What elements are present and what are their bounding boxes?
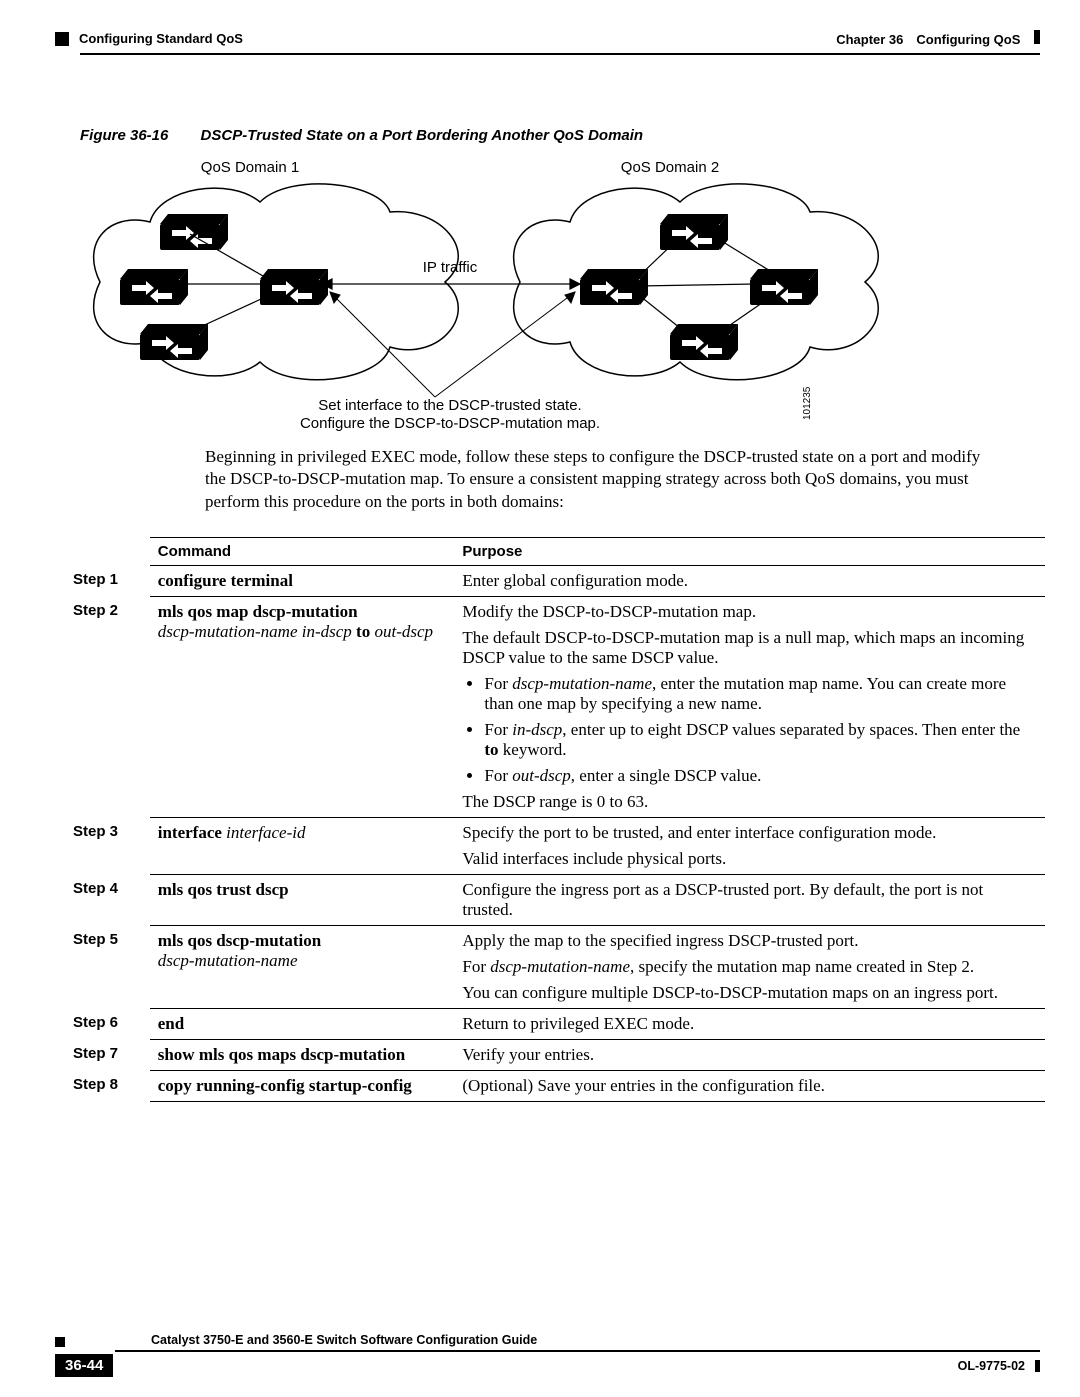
purpose-bullet: For out-dscp, enter a single DSCP value. <box>484 766 1037 786</box>
domain1-label: QoS Domain 1 <box>201 159 299 176</box>
command-arg: dscp-mutation-name in-dscp <box>158 622 352 641</box>
command-kw: to <box>356 622 370 641</box>
col-purpose: Purpose <box>454 538 1045 566</box>
command-text: show mls qos maps dscp-mutation <box>158 1045 406 1064</box>
doc-id: OL-9775-02 <box>958 1359 1025 1373</box>
command-text: mls qos dscp-mutation <box>158 931 321 950</box>
header-bar-icon <box>1034 30 1040 44</box>
purpose-text: The default DSCP-to-DSCP-mutation map is… <box>462 628 1037 668</box>
purpose-text: Verify your entries. <box>462 1045 1037 1065</box>
switch-icon <box>660 214 728 250</box>
switch-icon <box>260 269 328 305</box>
purpose-text: Valid interfaces include physical ports. <box>462 849 1037 869</box>
purpose-text: Enter global configuration mode. <box>462 571 1037 591</box>
table-row: Step 7 show mls qos maps dscp-mutation V… <box>65 1040 1045 1071</box>
command-text: mls qos trust dscp <box>158 880 289 899</box>
command-text: copy running-config startup-config <box>158 1076 412 1095</box>
step-label: Step 7 <box>65 1040 150 1071</box>
purpose-bullet: For dscp-mutation-name, enter the mutati… <box>484 674 1037 714</box>
command-arg: dscp-mutation-name <box>158 951 298 970</box>
table-row: Step 4 mls qos trust dscp Configure the … <box>65 875 1045 926</box>
header-chapter: Chapter 36 Configuring QoS <box>836 32 1020 47</box>
step-label: Step 5 <box>65 926 150 1009</box>
ip-traffic-label: IP traffic <box>423 259 478 276</box>
switch-icon <box>580 269 648 305</box>
steps-table: Command Purpose Step 1 configure termina… <box>65 537 1045 1102</box>
table-row: Step 8 copy running-config startup-confi… <box>65 1071 1045 1102</box>
step-label: Step 3 <box>65 818 150 875</box>
page-footer: Catalyst 3750-E and 3560-E Switch Softwa… <box>55 1333 1040 1377</box>
purpose-bullet: For in-dscp, enter up to eight DSCP valu… <box>484 720 1037 760</box>
domain2-label: QoS Domain 2 <box>621 159 719 176</box>
diagram: QoS Domain 1 QoS Domain 2 <box>80 152 1040 432</box>
step-label: Step 8 <box>65 1071 150 1102</box>
figure-number: Figure 36-16 <box>80 127 168 144</box>
purpose-text: Modify the DSCP-to-DSCP-mutation map. <box>462 602 1037 622</box>
figure-side-id: 101235 <box>802 386 813 420</box>
table-row: Step 1 configure terminal Enter global c… <box>65 566 1045 597</box>
footer-guide-title: Catalyst 3750-E and 3560-E Switch Softwa… <box>151 1333 537 1347</box>
page-number: 36-44 <box>55 1354 113 1377</box>
switch-icon <box>140 324 208 360</box>
step-label: Step 4 <box>65 875 150 926</box>
purpose-text: Specify the port to be trusted, and ente… <box>462 823 1037 843</box>
header-section: Configuring Standard QoS <box>79 31 243 46</box>
footer-bar-icon <box>1035 1360 1040 1372</box>
figure-title: DSCP-Trusted State on a Port Bordering A… <box>201 127 644 144</box>
step-label: Step 1 <box>65 566 150 597</box>
footer-square-icon <box>55 1337 65 1347</box>
purpose-text: You can configure multiple DSCP-to-DSCP-… <box>462 983 1037 1003</box>
callout-line1: Set interface to the DSCP-trusted state. <box>318 397 581 414</box>
table-row: Step 3 interface interface-id Specify th… <box>65 818 1045 875</box>
command-text: mls qos map dscp-mutation <box>158 602 358 621</box>
purpose-text: Return to privileged EXEC mode. <box>462 1014 1037 1034</box>
figure-caption: Figure 36-16 DSCP-Trusted State on a Por… <box>80 127 1040 144</box>
callout-line2: Configure the DSCP-to-DSCP-mutation map. <box>300 415 600 432</box>
command-arg: out-dscp <box>374 622 433 641</box>
purpose-text: Apply the map to the specified ingress D… <box>462 931 1037 951</box>
header-square-icon <box>55 32 69 46</box>
table-row: Step 5 mls qos dscp-mutation dscp-mutati… <box>65 926 1045 1009</box>
intro-paragraph: Beginning in privileged EXEC mode, follo… <box>205 446 1000 513</box>
step-label: Step 6 <box>65 1009 150 1040</box>
command-text: end <box>158 1014 184 1033</box>
switch-icon <box>160 214 228 250</box>
purpose-text: For dscp-mutation-name, specify the muta… <box>462 957 1037 977</box>
col-command: Command <box>150 538 455 566</box>
page-header: Configuring Standard QoS Chapter 36 Conf… <box>55 30 1040 47</box>
purpose-text: The DSCP range is 0 to 63. <box>462 792 1037 812</box>
switch-icon <box>670 324 738 360</box>
command-arg: interface-id <box>226 823 305 842</box>
purpose-text: (Optional) Save your entries in the conf… <box>462 1076 1037 1096</box>
purpose-text: Configure the ingress port as a DSCP-tru… <box>462 880 1037 920</box>
command-text: interface <box>158 823 222 842</box>
switch-icon <box>750 269 818 305</box>
header-rule <box>80 53 1040 55</box>
switch-icon <box>120 269 188 305</box>
step-label: Step 2 <box>65 597 150 818</box>
table-row: Step 6 end Return to privileged EXEC mod… <box>65 1009 1045 1040</box>
table-row: Step 2 mls qos map dscp-mutation dscp-mu… <box>65 597 1045 818</box>
command-text: configure terminal <box>158 571 293 590</box>
